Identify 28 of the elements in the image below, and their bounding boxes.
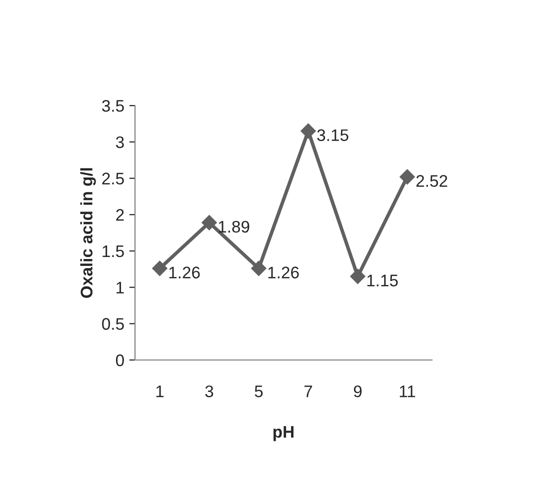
x-tick-label: 9: [354, 385, 362, 398]
x-axis-title: pH: [273, 426, 294, 442]
point: [350, 268, 366, 284]
y-tick-label: 2.5: [102, 172, 124, 184]
y-tick-label: 3: [116, 136, 124, 148]
y-tick-label: 3.5: [102, 100, 124, 112]
x-tick-label: 7: [304, 386, 312, 398]
data-label: 1.89: [218, 220, 250, 233]
data-label: 3.15: [317, 129, 348, 142]
point: [251, 260, 266, 276]
x-tick-label: 1: [156, 386, 164, 398]
y-tick-label: 2: [116, 209, 124, 221]
data-label: 1.26: [169, 266, 200, 278]
y-tick-label: 1: [116, 282, 124, 294]
y-tick-label: 1.5: [102, 246, 124, 258]
x-tick-label: 3: [205, 385, 214, 398]
point: [202, 215, 217, 230]
y-axis-title: Oxalic acid in g/l: [80, 168, 96, 298]
x-tick-label: 5: [254, 386, 263, 398]
x-tick-label: 11: [400, 386, 416, 398]
point: [152, 260, 168, 276]
data-label: 1.26: [268, 266, 299, 278]
point: [400, 169, 415, 184]
data-label: 1.15: [367, 274, 398, 286]
point: [300, 123, 316, 139]
data-label: 2.52: [416, 175, 448, 187]
y-tick-label: 0.5: [102, 318, 124, 330]
y-tick-label: 0: [116, 354, 124, 366]
